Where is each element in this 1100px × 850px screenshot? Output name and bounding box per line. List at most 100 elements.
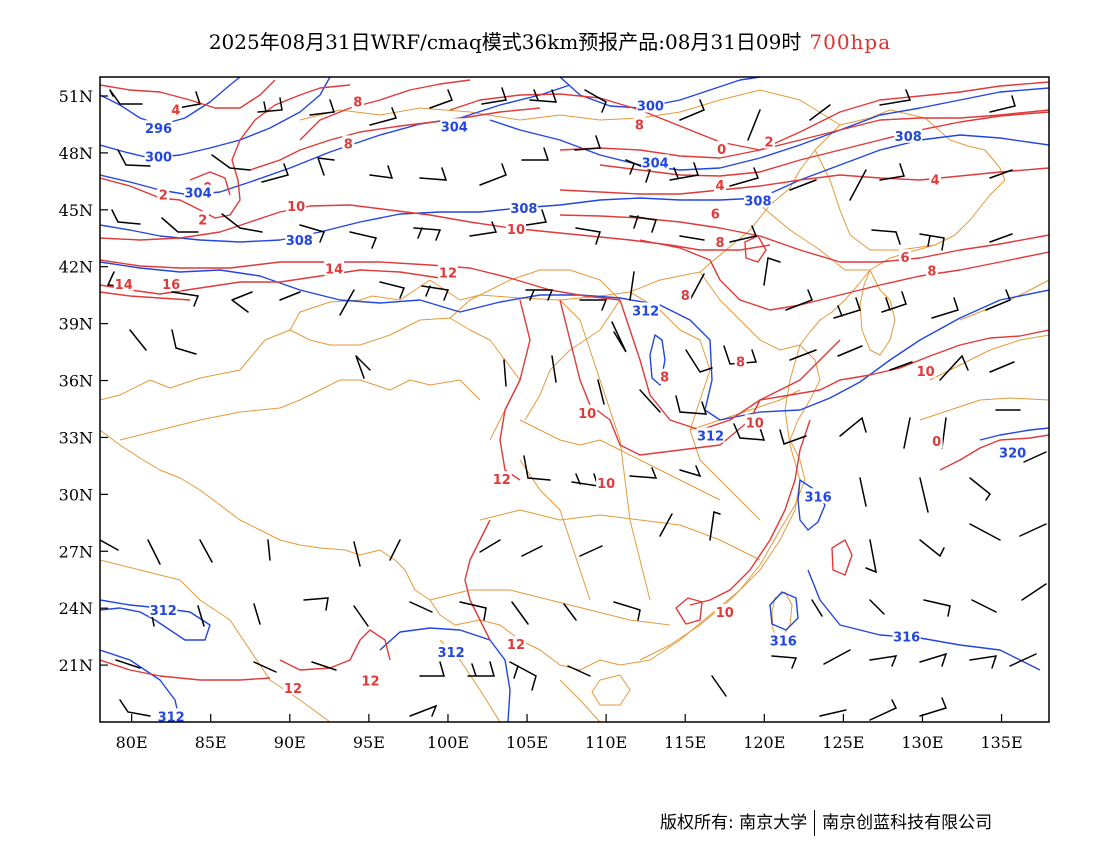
- height-contour-label: 316: [893, 631, 920, 646]
- province-northeast-2: [759, 204, 870, 271]
- temperature-contour-label-bg: [714, 234, 727, 250]
- temp-contour-10-coast: [689, 419, 811, 606]
- wind-barb: [869, 655, 898, 667]
- wind-barb: [459, 601, 487, 621]
- temperature-contour-label: 12: [439, 266, 457, 281]
- mongolia-border: [299, 89, 841, 126]
- temperature-contour-label: 8: [344, 137, 353, 152]
- wind-barb: [779, 429, 807, 445]
- wind-barb: [511, 601, 529, 625]
- longitude-tick-label: 110E: [585, 733, 627, 752]
- wind-barb: [303, 597, 329, 611]
- wind-barb: [789, 179, 817, 191]
- wind-barb: [625, 159, 651, 183]
- temperature-contour-label-bg: [915, 363, 936, 379]
- wind-barb: [919, 697, 947, 717]
- temp-contour-12-coast: [100, 659, 271, 681]
- wind-barbs-layer: [100, 87, 1047, 721]
- height-contour-label: 316: [770, 634, 797, 649]
- wind-barb: [837, 345, 863, 357]
- latitude-tick-label: 21N: [59, 656, 93, 675]
- latitude-tick-label: 45N: [59, 201, 93, 220]
- temperature-contour-label-bg: [658, 368, 671, 384]
- wind-barb: [679, 235, 705, 241]
- wind-barb: [989, 233, 1013, 243]
- temperature-contour-label-bg: [342, 135, 355, 151]
- temperature-contour-label-bg: [930, 433, 943, 449]
- wind-barb: [733, 423, 766, 441]
- map-frame: [99, 76, 1050, 723]
- temperature-contour-label: 4: [715, 179, 724, 194]
- height-contour-312-sw2: [100, 649, 181, 722]
- temp-contour-8-north: [449, 93, 1049, 151]
- coastline-east: [639, 344, 801, 661]
- wind-barb: [567, 665, 591, 677]
- wind-barb: [629, 467, 658, 479]
- wind-barb: [597, 379, 605, 405]
- height-contour-label: 312: [158, 710, 185, 725]
- temperature-contour-label: 12: [493, 473, 511, 488]
- temperature-contour-label: 10: [287, 200, 305, 215]
- province-south-3: [519, 459, 591, 601]
- province-east-1: [699, 271, 801, 351]
- temperature-contour-label-bg: [714, 177, 727, 193]
- province-east-2: [689, 389, 801, 431]
- wind-barb: [171, 291, 200, 307]
- temperature-label-group: 4 8 8 2 0 2 10 10 14 12 14 16 8 0 2 4 6 8 4 8 6 8 8 8 10 10 10 10 12…: [113, 93, 943, 697]
- temperature-contour-label: 8: [353, 96, 362, 111]
- province-south-1: [479, 509, 761, 561]
- temperature-contour-label: 8: [927, 265, 936, 280]
- temperature-contour-label-bg: [286, 198, 307, 213]
- wind-barb: [1023, 451, 1047, 463]
- latitude-tick-label: 36N: [59, 372, 93, 391]
- height-contour-label-bg: [285, 232, 314, 248]
- height-contour-label: 304: [441, 120, 468, 135]
- wind-barb: [931, 297, 959, 319]
- latitude-tick-label: 30N: [59, 485, 93, 504]
- temperature-contour-label-bg: [734, 353, 747, 369]
- wind-barb: [509, 661, 537, 691]
- wind-barb: [311, 661, 337, 671]
- wind-barb: [689, 273, 705, 301]
- wind-barb: [369, 165, 394, 179]
- latitude-tick-label: 51N: [59, 87, 93, 106]
- wind-barb: [521, 545, 543, 557]
- wind-barb: [579, 545, 603, 557]
- height-contour-320: [979, 427, 1049, 441]
- height-contour-label: 296: [145, 122, 172, 137]
- temperature-contour-label: 6: [711, 208, 720, 223]
- temperature-contour-label-bg: [744, 414, 765, 430]
- wind-barb: [939, 354, 969, 381]
- temperature-contour-label: 10: [597, 477, 615, 492]
- temperature-contour-label-bg: [324, 260, 345, 276]
- wind-barb: [811, 599, 823, 617]
- wind-barb: [823, 649, 851, 665]
- height-contour-label-bg: [149, 602, 178, 618]
- temp-contour-0-ne: [559, 81, 1049, 159]
- wind-barb: [369, 107, 398, 126]
- height-contour-label-bg: [144, 120, 173, 136]
- temp-contour-2-ne: [599, 111, 1049, 177]
- chart-title: 2025年08月31日WRF/cmaq模式36km预报产品:08月31日09时 7…: [0, 26, 1100, 55]
- wind-barb: [879, 89, 912, 106]
- wind-barb: [919, 539, 945, 558]
- copyright-owner: 版权所有: 南京大学: [660, 813, 808, 833]
- wind-barb: [469, 221, 498, 237]
- temperature-contour-label-bg: [437, 264, 458, 280]
- longitude-tick-label: 120E: [743, 733, 785, 752]
- temperature-contour-label-bg: [196, 211, 209, 227]
- province-xinjiang-tibet: [119, 379, 481, 441]
- temperature-contour-label-bg: [113, 275, 134, 291]
- temp-contour-10: [100, 204, 771, 251]
- wind-barb: [809, 104, 831, 121]
- wind-barb: [575, 227, 601, 245]
- height-contour-label-bg: [998, 444, 1027, 460]
- height-contour-label-bg: [440, 118, 469, 134]
- height-contour-label-bg: [437, 643, 466, 659]
- height-contour-label: 308: [895, 130, 922, 145]
- wind-barb: [919, 652, 948, 667]
- temp-blob-1: [675, 597, 703, 625]
- temperature-contour-label: 8: [715, 236, 724, 251]
- wind-barb: [467, 661, 495, 677]
